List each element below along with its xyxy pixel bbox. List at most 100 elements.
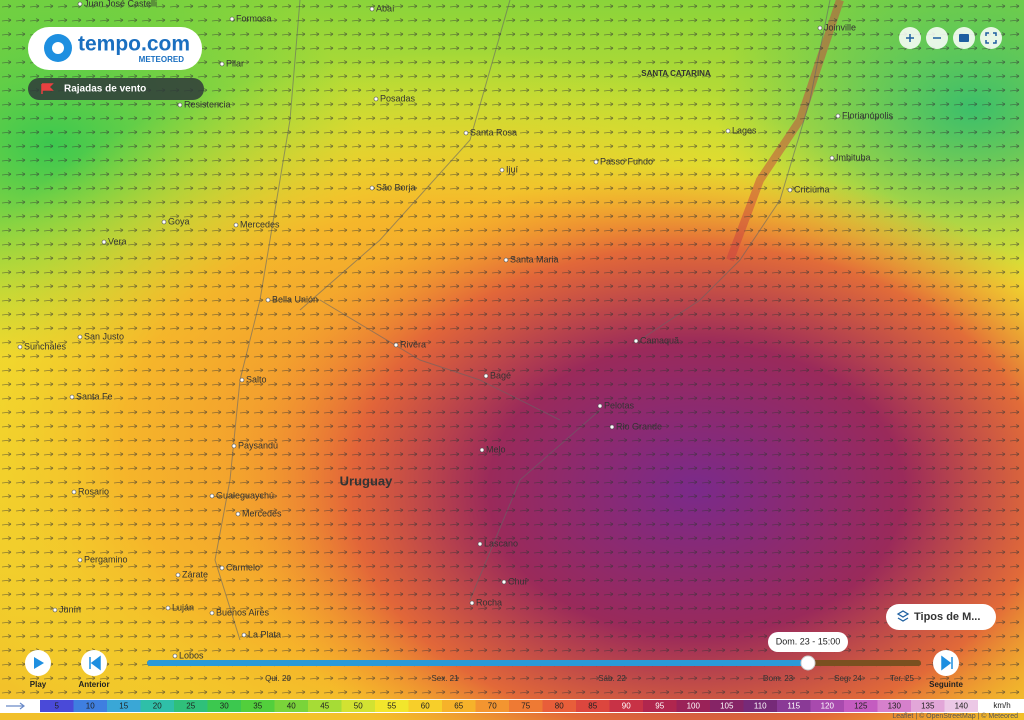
place-label: La Plata — [248, 629, 281, 639]
place-dot — [593, 159, 599, 165]
zoom-in[interactable] — [899, 27, 921, 49]
place-dot — [393, 342, 399, 348]
place-dot — [209, 610, 215, 616]
day-label: Qui. 20 — [265, 674, 291, 683]
place-label: São Borja — [376, 182, 416, 192]
places: Juan José Castelli Formosa Abaí Pilar Resist… — [17, 0, 894, 660]
place-label: Vera — [108, 236, 127, 246]
place-dot — [239, 377, 245, 383]
play-label: Play — [30, 680, 47, 689]
legend-value: 130 — [888, 702, 902, 711]
layer-menu-label: Tipos de M... — [914, 611, 980, 623]
legend-value: 55 — [387, 702, 396, 711]
place-dot — [77, 1, 83, 7]
legend-value: 70 — [488, 702, 497, 711]
legend-value: 100 — [687, 702, 701, 711]
place-dot — [265, 297, 271, 303]
place-dot — [597, 403, 603, 409]
legend-value: 45 — [320, 702, 329, 711]
next-button[interactable] — [933, 650, 959, 676]
legend-swatch — [375, 700, 409, 712]
place-label: Sunchales — [24, 341, 67, 351]
legend-swatch — [341, 700, 375, 712]
place-label: Paysandú — [238, 440, 278, 450]
legend-swatch — [274, 700, 308, 712]
place-label: Goya — [168, 216, 190, 226]
place-label: Santa Maria — [510, 254, 559, 264]
layer-menu-button[interactable]: Tipos de M... — [886, 604, 996, 630]
place-label: Ijuí — [506, 164, 519, 174]
place-dot — [175, 572, 181, 578]
place-dot — [231, 443, 237, 449]
logo[interactable]: tempo.com METEORED — [28, 27, 202, 70]
legend-value: 105 — [720, 702, 734, 711]
place-label: Rivera — [400, 339, 426, 349]
legend: 5 10 15 20 25 30 35 40 45 50 55 60 65 70 75 80 85 90 95 100… — [40, 700, 1011, 712]
place-dot — [77, 557, 83, 563]
layer-badge[interactable]: Rajadas de vento — [28, 78, 204, 100]
place-dot — [52, 607, 58, 613]
place-dot — [209, 493, 215, 499]
brand-name: tempo.com — [78, 33, 190, 56]
legend-swatch — [408, 700, 442, 712]
legend-swatch — [475, 700, 509, 712]
legend-value: 110 — [754, 702, 767, 711]
place-label: Florianópolis — [842, 110, 894, 120]
fullscreen-button[interactable] — [980, 27, 1002, 49]
legend-swatch — [107, 700, 141, 712]
wind-arrows — [0, 0, 1024, 700]
attribution: Leaflet | © OpenStreetMap | © Meteored — [892, 712, 1018, 720]
place-label: Rosario — [78, 486, 109, 496]
place-dot — [219, 565, 225, 571]
place-label: Rocha — [476, 597, 502, 607]
zoom-out[interactable] — [926, 27, 948, 49]
legend-value: 80 — [555, 702, 564, 711]
place-dot — [233, 222, 239, 228]
place-dot — [241, 632, 247, 638]
place-label: Santa Rosa — [470, 127, 517, 137]
place-label: Bagé — [490, 370, 511, 380]
place-dot — [101, 239, 107, 245]
legend-swatch — [911, 700, 945, 712]
place-dot — [172, 653, 178, 659]
place-label: Pergamino — [84, 554, 128, 564]
next-label: Seguinte — [929, 680, 963, 689]
place-label: Criciúma — [794, 184, 830, 194]
place-label: Camaquã — [640, 335, 679, 345]
legend-swatch — [241, 700, 275, 712]
place-label: Carmelo — [226, 562, 260, 572]
legend-value: 95 — [655, 702, 664, 711]
legend-swatch — [442, 700, 476, 712]
place-dot — [479, 447, 485, 453]
legend-swatch — [777, 700, 811, 712]
place-dot — [835, 113, 841, 119]
place-dot — [71, 489, 77, 495]
legend-value: 75 — [521, 702, 530, 711]
legend-swatch — [844, 700, 878, 712]
place-label: Zárate — [182, 569, 208, 579]
place-label: Mercedes — [242, 508, 282, 518]
region-label: SANTA CATARINA — [641, 69, 711, 78]
current-time: Dom. 23 - 15:00 — [776, 636, 841, 646]
place-label: Passo Fundo — [600, 156, 653, 166]
screenshot-button[interactable] — [953, 27, 975, 49]
place-label: Melo — [486, 444, 506, 454]
place-dot — [609, 424, 615, 430]
layer-name: Rajadas de vento — [64, 84, 146, 95]
play-button[interactable] — [25, 650, 51, 676]
place-dot — [161, 219, 167, 225]
legend-unit: km/h — [993, 701, 1010, 710]
legend-swatch — [944, 700, 978, 712]
place-label: Imbituba — [836, 152, 871, 162]
place-dot — [177, 102, 183, 108]
place-dot — [369, 6, 375, 12]
place-dot — [69, 394, 75, 400]
legend-value: 40 — [287, 702, 296, 711]
place-label: San Justo — [84, 331, 124, 341]
timeline-knob[interactable] — [800, 655, 816, 671]
previous-button[interactable] — [81, 650, 107, 676]
brand-sub: METEORED — [139, 55, 185, 64]
place-dot — [725, 128, 731, 134]
